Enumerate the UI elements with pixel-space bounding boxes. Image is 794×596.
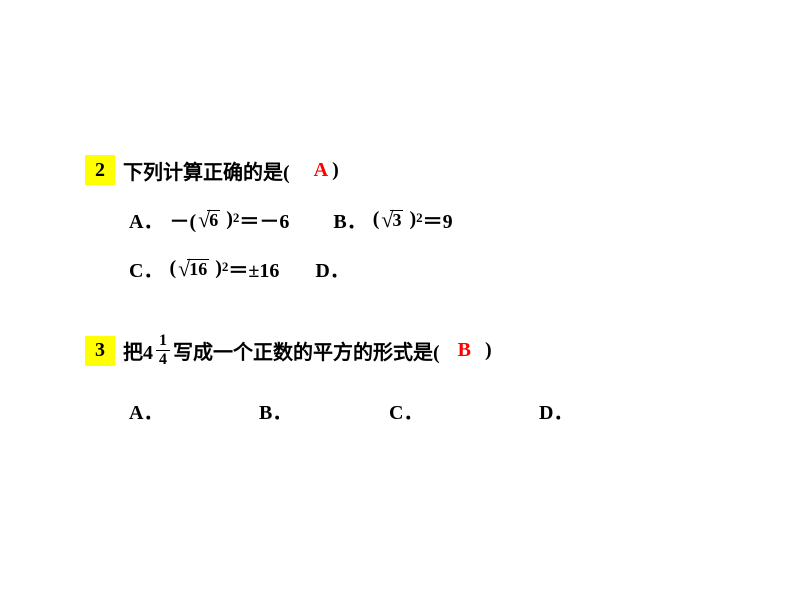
q2-optA-prefix: －( xyxy=(169,205,196,234)
q3-optC: C． xyxy=(389,396,539,425)
question-2: 2 下列计算正确的是( A ) A． －( √ 6 ) xyxy=(85,155,725,283)
q2-row1: A． －( √ 6 ) 2 ＝－6 B． ( xyxy=(129,205,725,234)
q3-answer: B xyxy=(458,339,471,362)
q2-optD-label: D． xyxy=(315,254,349,283)
q3-optA: A． xyxy=(129,396,259,425)
sqrt-icon: √ 3 xyxy=(381,209,403,231)
q3-stem-after: ) xyxy=(485,339,492,362)
q2-optB: B． ( √ 3 ) 2 ＝9 xyxy=(333,205,452,234)
q2-optA-exp: 2 xyxy=(233,210,240,226)
q2-optC-suffix: ) xyxy=(215,257,222,280)
q3-stem-line: 3 把4 1 4 写成一个正数的平方的形式是( B ) xyxy=(85,333,725,368)
q2-optB-sqrt: 3 xyxy=(390,210,403,231)
q2-optB-label: B． xyxy=(333,205,366,234)
q2-optA-label: A． xyxy=(129,205,163,234)
q3-stem: 把4 1 4 写成一个正数的平方的形式是( B ) xyxy=(123,333,492,368)
q2-stem-after: ) xyxy=(332,159,339,182)
q2-optC: C． ( √ 16 ) 2 ＝±16 xyxy=(129,254,279,283)
q3-number-badge: 3 xyxy=(85,336,115,366)
fraction: 1 4 xyxy=(156,333,170,368)
q3-options: A． B． C． D． xyxy=(129,396,725,425)
q2-optB-exp: 2 xyxy=(416,210,423,226)
q2-optA-eq: ＝－6 xyxy=(239,205,289,234)
q3-stem-before: 把4 xyxy=(123,336,153,365)
sqrt-icon: √ 6 xyxy=(198,209,220,231)
q2-optB-prefix: ( xyxy=(373,208,380,231)
q2-optA: A． －( √ 6 ) 2 ＝－6 xyxy=(129,205,289,234)
q3-optD: D． xyxy=(539,396,573,425)
q2-optB-eq: ＝9 xyxy=(423,205,453,234)
q2-answer: A xyxy=(314,159,328,182)
q2-row2: C． ( √ 16 ) 2 ＝±16 D． xyxy=(129,254,725,283)
q3-optB: B． xyxy=(259,396,389,425)
q2-optC-sqrt: 16 xyxy=(187,259,209,280)
q2-optC-label: C． xyxy=(129,254,163,283)
q2-optA-suffix: ) xyxy=(226,208,233,231)
q2-options: A． －( √ 6 ) 2 ＝－6 B． ( xyxy=(129,205,725,283)
content-area: 2 下列计算正确的是( A ) A． －( √ 6 ) xyxy=(85,155,725,465)
q2-stem-before: 下列计算正确的是( xyxy=(123,156,290,185)
q2-stem: 下列计算正确的是( A ) xyxy=(123,156,339,185)
q2-optC-eq: ＝±16 xyxy=(228,254,279,283)
q2-stem-line: 2 下列计算正确的是( A ) xyxy=(85,155,725,185)
q2-number-badge: 2 xyxy=(85,155,115,185)
q3-frac-den: 4 xyxy=(156,350,170,368)
q3-stem-mid: 写成一个正数的平方的形式是( xyxy=(173,336,440,365)
question-3: 3 把4 1 4 写成一个正数的平方的形式是( B ) A． B． C． D． xyxy=(85,333,725,425)
q2-optD: D． xyxy=(315,254,349,283)
sqrt-icon: √ 16 xyxy=(178,258,209,280)
q3-frac-num: 1 xyxy=(156,333,170,350)
q2-optC-exp: 2 xyxy=(222,259,229,275)
q2-optC-prefix: ( xyxy=(169,257,176,280)
q2-optA-sqrt: 6 xyxy=(207,210,220,231)
q2-optB-suffix: ) xyxy=(409,208,416,231)
